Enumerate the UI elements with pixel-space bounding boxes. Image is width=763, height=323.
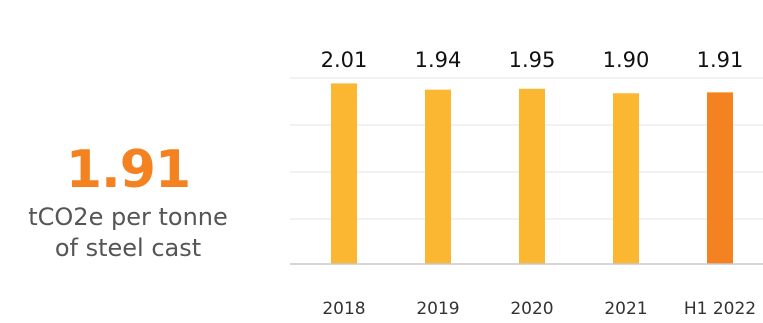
kpi-block: 1.91 tCO2e per tonne of steel cast [0, 138, 256, 264]
x-tick-labels: 2018 2019 2020 2021 H1 2022 [322, 299, 756, 319]
kpi-caption-line1: tCO2e per tonne [28, 203, 228, 231]
x-tick-2019: 2019 [416, 299, 459, 319]
bar-2021 [613, 93, 639, 264]
kpi-value: 1.91 [65, 140, 191, 200]
value-label-2018: 2.01 [321, 48, 368, 72]
bar-2018 [331, 83, 357, 265]
bars [331, 83, 733, 265]
value-label-2019: 1.94 [415, 48, 462, 72]
value-labels: 2.01 1.94 1.95 1.90 1.91 [321, 48, 744, 72]
x-tick-h1-2022: H1 2022 [684, 299, 756, 319]
bar-2020 [519, 88, 545, 264]
value-label-2021: 1.90 [603, 48, 650, 72]
x-tick-2020: 2020 [510, 299, 553, 319]
x-tick-2018: 2018 [322, 299, 365, 319]
value-label-h1-2022: 1.91 [697, 48, 744, 72]
value-label-2020: 1.95 [509, 48, 556, 72]
bar-2019 [425, 89, 451, 265]
kpi-caption-line2: of steel cast [54, 234, 202, 262]
bar-h1-2022 [707, 92, 733, 265]
x-tick-2021: 2021 [604, 299, 647, 319]
